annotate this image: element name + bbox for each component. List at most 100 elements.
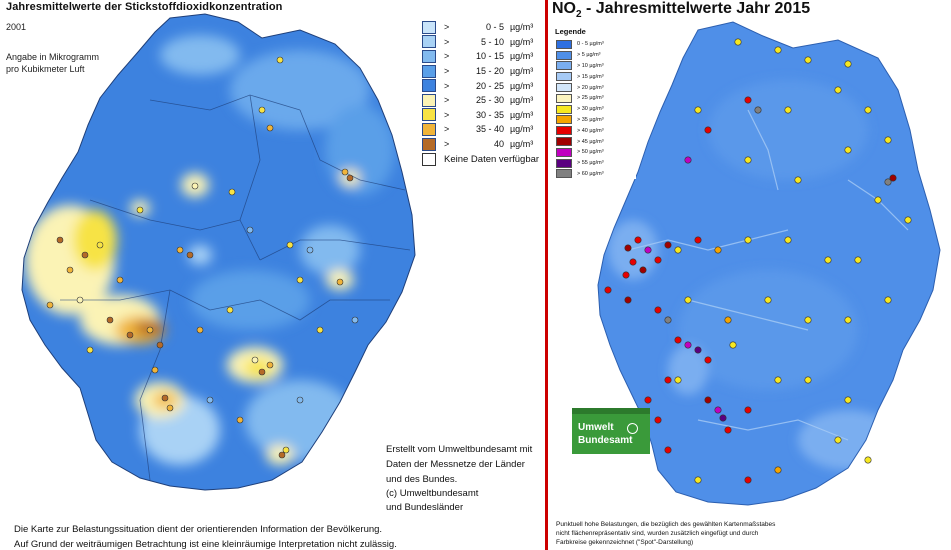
title-rest: - Jahresmittelwerte Jahr 2015 [581,0,811,17]
station-dot [889,174,897,182]
station-dot [844,396,852,404]
right-legend-item: > 45 µg/m³ [552,136,636,147]
left-legend-swatch [422,35,436,49]
left-legend-swatch [422,64,436,78]
right-legend-label: > 5 µg/m³ [577,52,601,59]
left-legend-operator: > [444,139,450,150]
legend-no-data-label: Keine Daten verfügbar [444,154,540,166]
station-dot [76,296,84,304]
station-dot [684,296,692,304]
right-legend-swatch [556,93,572,103]
station-dot [634,236,642,244]
station-dot [694,476,702,484]
station-dot [794,176,802,184]
station-dot [156,341,164,349]
station-dot [854,256,862,264]
credit-line-3: und des Bundes. [386,474,458,485]
left-legend-unit: µg/m³ [510,139,534,150]
left-legend-range: 35 - 40 [475,124,504,135]
station-dot [81,251,89,259]
station-dot [834,436,842,444]
station-dot [106,316,114,324]
right-legend-item: > 50 µg/m³ [552,147,636,158]
right-legend-swatch [556,72,572,82]
station-dot [744,236,752,244]
station-dot [266,361,274,369]
left-legend-unit: µg/m³ [510,66,534,77]
station-dot [744,476,752,484]
station-dot [724,426,732,434]
station-dot [884,178,892,186]
left-station-dots [46,56,359,459]
station-dot [804,376,812,384]
station-dot [166,404,174,412]
credit-line-2: Daten der Messnetze der Länder [386,459,525,470]
station-dot [228,188,236,196]
right-legend-swatch [556,158,572,168]
station-dot [714,406,722,414]
station-dot [884,296,892,304]
right-legend-swatch [556,126,572,136]
station-dot [276,56,284,64]
title-subscript: 2 [576,9,582,21]
station-dot [904,216,912,224]
station-dot [724,316,732,324]
right-legend-item: > 35 µg/m³ [552,115,636,126]
left-legend-operator: > [444,36,450,47]
station-dot [161,394,169,402]
legend-no-data: Keine Daten verfügbar [422,153,540,167]
right-legend-item: > 10 µg/m³ [552,61,636,72]
station-dot [624,296,632,304]
right-legend-swatch [556,50,572,60]
station-dot [674,336,682,344]
left-legend-item: >35 - 40 µg/m³ [422,122,539,137]
station-dot [226,306,234,314]
right-legend-item: > 5 µg/m³ [552,50,636,61]
right-footnote-line-3: Farbkreise gekennzeichnet ("Spot"-Darste… [556,539,694,546]
right-legend-label: > 30 µg/m³ [577,106,604,113]
station-dot [729,341,737,349]
station-dot [744,156,752,164]
left-legend-range: 15 - 20 [475,66,504,77]
station-dot [694,106,702,114]
panel-divider [545,0,548,550]
station-dot [704,356,712,364]
right-footnote-line-1: Punktuell hohe Belastungen, die bezüglic… [556,521,776,528]
left-legend-item: >10 - 15 µg/m³ [422,49,539,64]
left-legend-item: >25 - 30 µg/m³ [422,93,539,108]
left-legend-item: >20 - 25 µg/m³ [422,78,539,93]
station-dot [639,266,647,274]
left-legend-range: 10 - 15 [475,51,504,62]
left-legend-operator: > [444,109,450,120]
left-legend-swatch [422,20,436,34]
station-dot [654,256,662,264]
station-dot [664,446,672,454]
station-dot [804,316,812,324]
left-map-panel: Jahresmittelwerte der Stickstoffdioxidko… [6,1,540,550]
left-legend-item: >30 - 35 µg/m³ [422,108,539,123]
station-dot [754,106,762,114]
station-dot [834,86,842,94]
logo-line-1: Umwelt [578,422,614,433]
left-legend-swatch [422,137,436,151]
right-map-title: NO2 - Jahresmittelwerte Jahr 2015 [552,0,810,20]
right-legend-label: > 55 µg/m³ [577,160,604,167]
left-legend-unit: µg/m³ [510,36,534,47]
station-dot [336,278,344,286]
station-dot [351,316,359,324]
logo-line-2: Bundesamt [578,435,633,446]
right-legend-swatch [556,83,572,93]
station-dot [864,456,872,464]
station-dot [674,376,682,384]
left-map-year: 2001 [6,22,27,32]
station-dot [176,246,184,254]
station-dot [719,414,727,422]
station-dot [258,106,266,114]
station-dot [306,246,314,254]
left-legend-item: >5 - 10 µg/m³ [422,35,539,50]
station-dot [346,174,354,182]
left-legend-range: 25 - 30 [475,95,504,106]
station-dot [66,266,74,274]
right-legend: Legende 0 - 5 µg/m³ > 5 µg/m³ > 10 µg/m³ > … [552,27,636,180]
left-legend-unit: µg/m³ [510,80,534,91]
